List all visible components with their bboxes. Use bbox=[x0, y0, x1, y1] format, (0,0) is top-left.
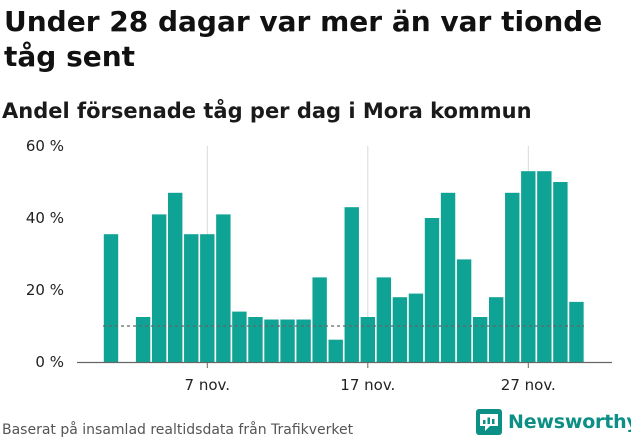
y-tick-label: 0 % bbox=[35, 353, 64, 371]
brand: Newsworthy bbox=[476, 407, 631, 437]
newsworthy-logo-icon bbox=[476, 409, 502, 435]
bar bbox=[312, 277, 327, 362]
x-tick-label: 27 nov. bbox=[501, 376, 556, 394]
bar bbox=[553, 182, 568, 362]
bar bbox=[537, 171, 552, 362]
bar bbox=[328, 339, 343, 362]
bar bbox=[184, 234, 199, 362]
bar bbox=[489, 297, 504, 362]
bar bbox=[408, 293, 424, 362]
bar bbox=[103, 234, 119, 362]
bar bbox=[248, 317, 263, 362]
bar bbox=[216, 214, 231, 362]
bar bbox=[280, 319, 295, 362]
bar bbox=[569, 301, 584, 362]
bar bbox=[232, 311, 247, 362]
bar bbox=[424, 218, 440, 362]
bar bbox=[376, 277, 392, 362]
bar bbox=[505, 192, 520, 362]
bar bbox=[200, 234, 215, 362]
y-tick-label: 60 % bbox=[26, 137, 64, 155]
bar bbox=[344, 207, 359, 362]
bar bbox=[521, 171, 536, 362]
bar bbox=[151, 214, 167, 362]
source-note: Baserat på insamlad realtidsdata från Tr… bbox=[2, 422, 354, 438]
bar bbox=[440, 192, 456, 362]
chart-subtitle: Andel försenade tåg per dag i Mora kommu… bbox=[2, 99, 532, 123]
bar bbox=[264, 319, 279, 362]
chart-title: Under 28 dagar var mer än var tionde tåg… bbox=[4, 5, 603, 73]
bar bbox=[360, 317, 375, 362]
bar bbox=[456, 259, 472, 362]
bar bbox=[392, 297, 408, 362]
x-tick-label: 7 nov. bbox=[185, 376, 230, 394]
bar bbox=[296, 319, 311, 362]
bar bbox=[472, 317, 488, 362]
brand-name: Newsworthy bbox=[508, 411, 631, 433]
y-tick-label: 20 % bbox=[26, 281, 64, 299]
bar bbox=[168, 192, 183, 362]
bar bbox=[135, 317, 151, 362]
x-tick-label: 17 nov. bbox=[340, 376, 395, 394]
y-tick-label: 40 % bbox=[26, 209, 64, 227]
